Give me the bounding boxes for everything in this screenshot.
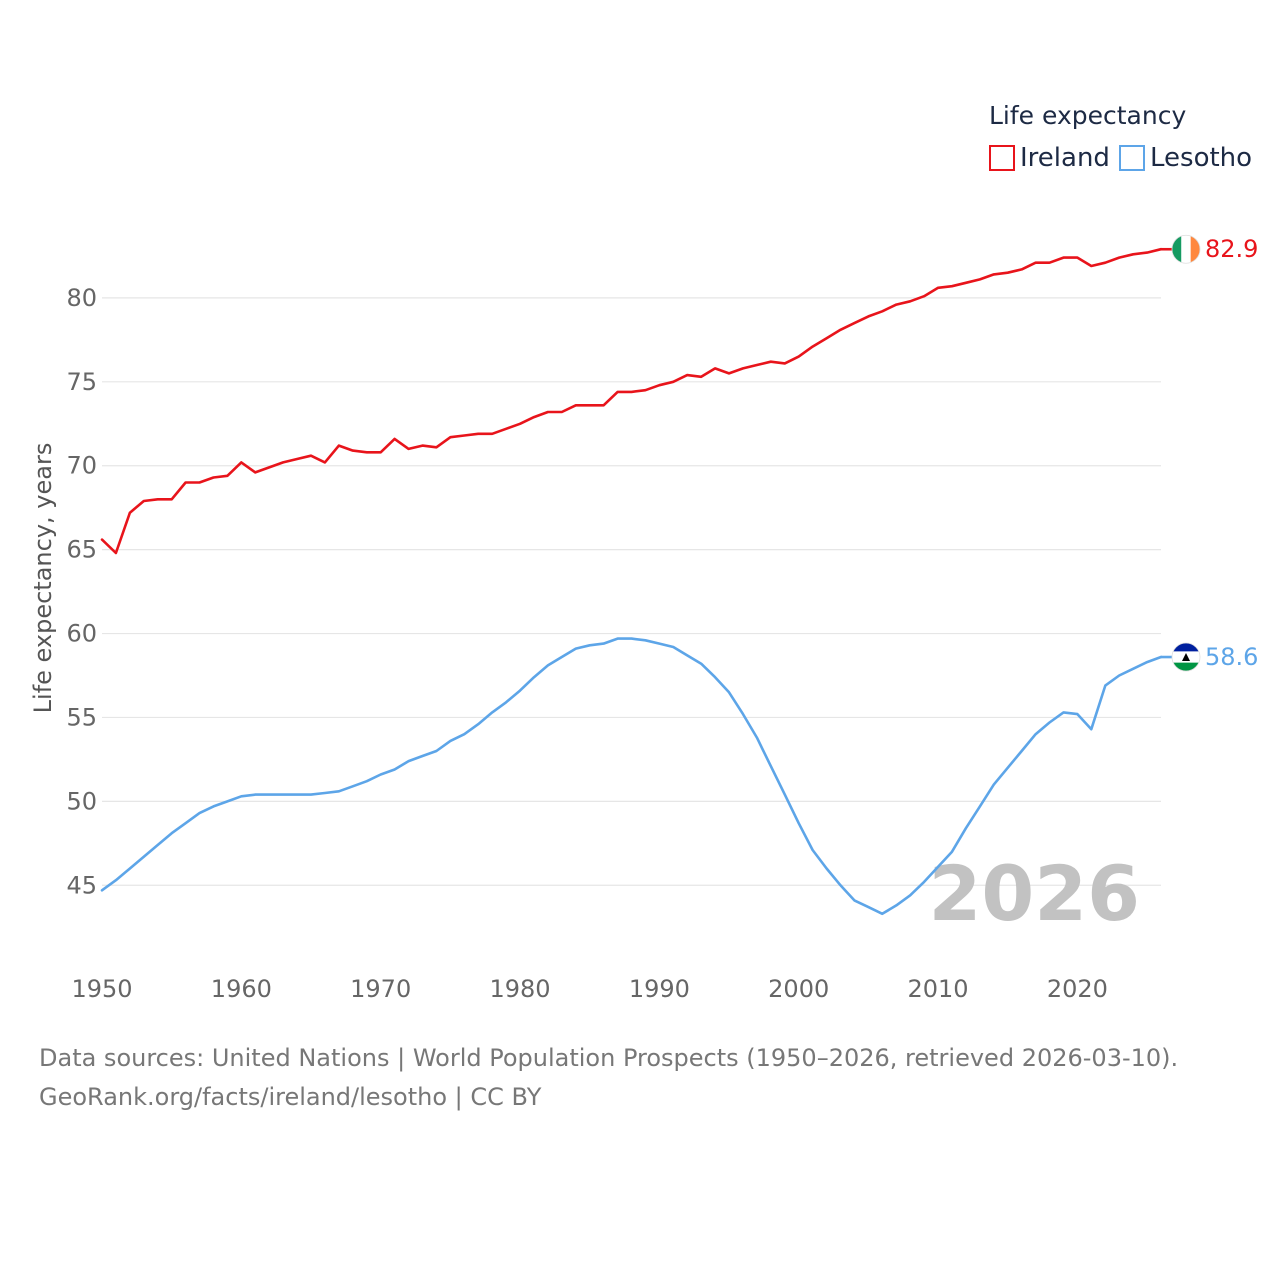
y-tick-label: 60	[66, 620, 97, 648]
x-tick-label: 1950	[71, 975, 132, 1003]
y-axis-ticks: 45 50 55 60 65 70 75 80	[66, 284, 97, 899]
y-tick-label: 55	[66, 703, 97, 731]
series-line-lesotho[interactable]	[100, 637, 1163, 916]
end-label-lesotho: 58.6	[1205, 643, 1258, 671]
legend-swatch-ireland	[989, 145, 1015, 171]
x-tick-label: 2010	[908, 975, 969, 1003]
y-tick-label: 80	[66, 284, 97, 312]
end-label-ireland: 82.9	[1205, 235, 1258, 263]
x-tick-label: 2020	[1047, 975, 1108, 1003]
y-tick-label: 70	[66, 452, 97, 480]
y-tick-label: 50	[66, 787, 97, 815]
x-tick-label: 1970	[350, 975, 411, 1003]
x-tick-label: 1960	[211, 975, 272, 1003]
y-tick-label: 45	[66, 871, 97, 899]
ireland-flag-icon	[1171, 234, 1201, 264]
legend: Life expectancy Ireland Lesotho	[989, 101, 1252, 173]
series-endpoints: 82.9 58.6	[1161, 234, 1258, 672]
lesotho-flag-icon	[1171, 642, 1201, 672]
gridlines	[102, 297, 1161, 886]
y-tick-label: 65	[66, 536, 97, 564]
x-tick-label: 2000	[768, 975, 829, 1003]
x-axis-ticks: 1950 1960 1970 1980 1990 2000 2010 2020	[71, 975, 1107, 1003]
footer-sources: Data sources: United Nations | World Pop…	[39, 1044, 1179, 1072]
series-lines	[100, 247, 1163, 916]
year-watermark: 2026	[928, 849, 1140, 938]
legend-item-ireland[interactable]: Ireland	[989, 143, 1110, 173]
x-tick-label: 1980	[489, 975, 550, 1003]
legend-title: Life expectancy	[989, 101, 1186, 130]
series-line-ireland[interactable]	[100, 247, 1163, 555]
x-tick-label: 1990	[629, 975, 690, 1003]
line-chart: 45 50 55 60 65 70 75 80 1950 1960 1970 1980 1990 200…	[29, 101, 1258, 1003]
legend-label-ireland: Ireland	[1020, 143, 1110, 173]
y-axis-title: Life expectancy, years	[29, 443, 57, 714]
legend-item-lesotho[interactable]: Lesotho	[1119, 143, 1252, 173]
legend-label-lesotho: Lesotho	[1150, 143, 1252, 173]
legend-swatch-lesotho	[1119, 145, 1145, 171]
y-tick-label: 75	[66, 368, 97, 396]
footer-attribution[interactable]: GeoRank.org/facts/ireland/lesotho | CC B…	[39, 1083, 542, 1111]
